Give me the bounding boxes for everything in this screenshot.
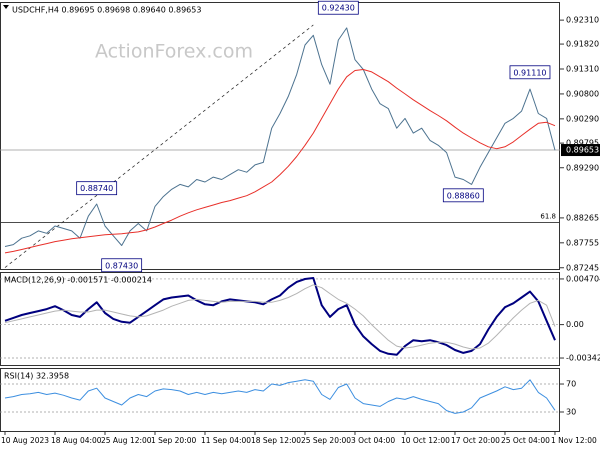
x-tick-label: 25 Aug 12:00 <box>101 436 152 445</box>
annotation-box <box>76 181 118 196</box>
x-tick-label: 17 Oct 20:00 <box>451 436 500 445</box>
annotation-label: 0.88740 <box>80 184 113 193</box>
annotation-label: 0.91110 <box>513 68 546 77</box>
x-tick-label: 18 Sep 12:00 <box>251 436 301 445</box>
annotation-label: 0.88860 <box>447 191 480 200</box>
series-line <box>4 69 556 254</box>
panel-title: MACD(12,26,9) -0.001571 -0.000214 <box>4 276 152 285</box>
panel-title: RSI(14) 32.3958 <box>4 372 69 381</box>
panel-title: USDCHF,H4 0.89695 0.89698 0.89640 0.8965… <box>12 6 201 15</box>
y-tick-label: 0.89795 <box>566 139 599 148</box>
series-line <box>4 379 556 414</box>
series-line <box>4 284 556 350</box>
y-tick-label: -0.003429 <box>566 354 600 363</box>
title-arrow <box>3 5 9 9</box>
annotation-box <box>317 0 359 15</box>
y-tick-label: 30 <box>566 407 576 416</box>
x-tick-label: 18 Aug 04:00 <box>51 436 102 445</box>
y-tick-label: 0.87755 <box>566 238 599 247</box>
fib-level-label: 61.8 <box>540 213 556 221</box>
x-tick-label: 1 Sep 20:00 <box>151 436 197 445</box>
y-tick-label: 0.88265 <box>566 213 599 222</box>
current-price-box <box>561 144 600 157</box>
x-tick-label: 10 Aug 2023 <box>1 436 49 445</box>
watermark: ActionForex.com <box>95 41 253 63</box>
current-price-label: 0.89653 <box>566 146 599 155</box>
x-tick-label: 3 Oct 04:00 <box>351 436 395 445</box>
annotation-label: 0.87430 <box>105 261 138 270</box>
x-tick-label: 11 Sep 04:00 <box>201 436 251 445</box>
series-line <box>4 277 556 356</box>
y-tick-label: 0.91310 <box>566 65 599 74</box>
annotation-label: 0.92430 <box>322 4 355 13</box>
annotation-box <box>509 65 551 80</box>
y-tick-label: 0.00 <box>566 320 584 329</box>
x-tick-label: 1 Nov 12:00 <box>551 436 597 445</box>
y-tick-label: 0.89290 <box>566 163 599 172</box>
x-tick-label: 25 Sep 20:00 <box>301 436 351 445</box>
y-tick-label: 0.90800 <box>566 89 599 98</box>
x-tick-label: 10 Oct 12:00 <box>401 436 450 445</box>
annotation-box <box>442 188 484 203</box>
panel-frame <box>0 272 560 366</box>
annotation-box <box>101 258 143 273</box>
y-tick-label: 0.004704 <box>566 274 600 283</box>
series-line <box>4 27 556 247</box>
panel-frame <box>0 368 560 432</box>
y-tick-label: 0.92310 <box>566 16 599 25</box>
panel-frame <box>0 2 560 270</box>
y-tick-label: 0.90290 <box>566 114 599 123</box>
y-tick-label: 70 <box>566 380 576 389</box>
trendline <box>4 24 314 268</box>
y-tick-label: 0.87245 <box>566 263 599 272</box>
y-tick-label: 0.91820 <box>566 40 599 49</box>
x-tick-label: 25 Oct 04:00 <box>501 436 550 445</box>
